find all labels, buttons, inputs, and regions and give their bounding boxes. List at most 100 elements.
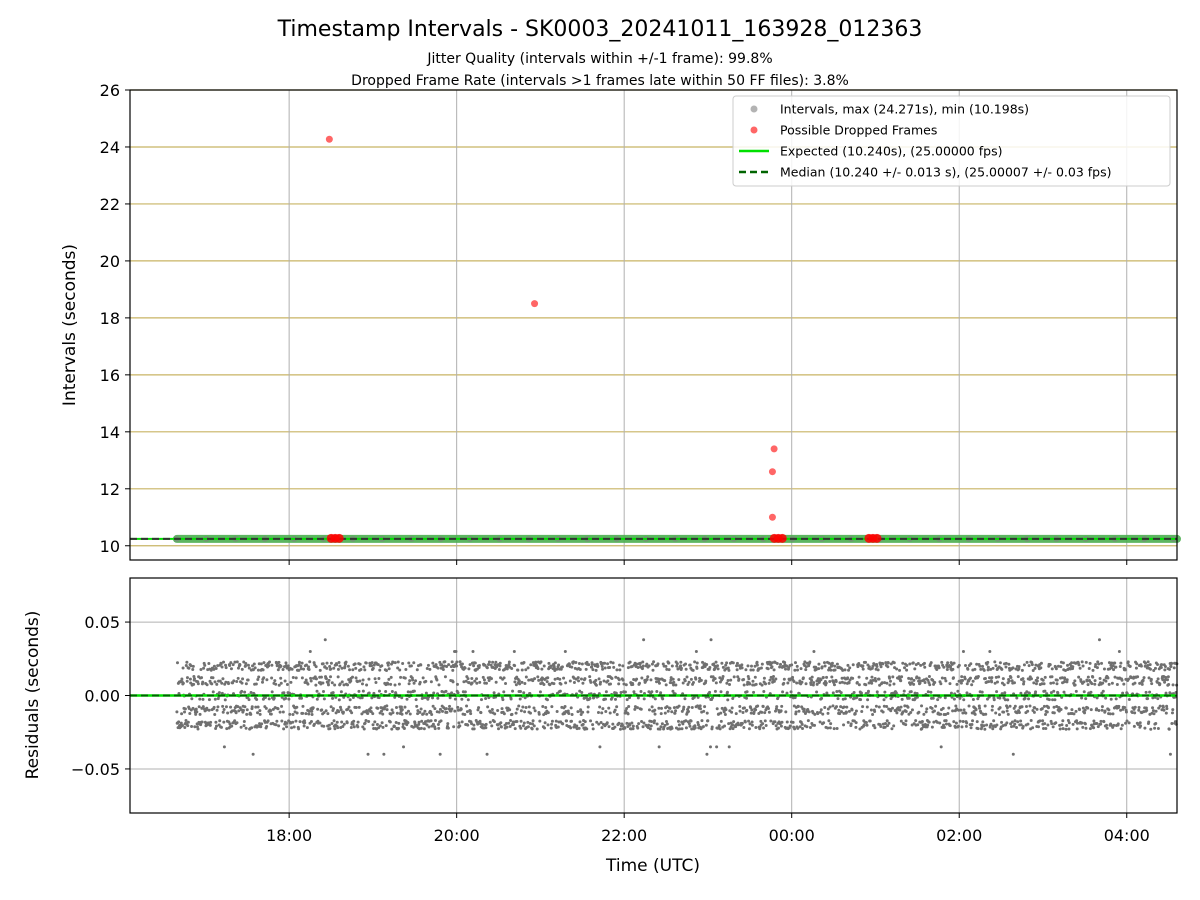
residual-point [1120,723,1124,727]
residual-point [831,704,835,708]
residual-point [637,722,641,726]
residual-point [252,662,256,666]
residual-point [1040,707,1044,711]
residual-point [554,719,558,723]
residual-point [489,677,493,681]
residual-point [884,661,888,665]
residual-point [617,678,621,682]
residual-point [615,668,619,672]
residual-point [886,665,890,669]
residual-point [582,696,586,700]
residual-point [425,666,429,670]
residual-point [219,662,223,666]
residual-point [333,683,337,687]
residual-point [518,689,522,693]
residual-point [249,690,253,694]
residual-point [874,679,878,683]
residual-point [958,719,962,723]
residual-point [843,668,847,672]
residual-point [807,710,811,714]
residual-point [779,662,783,666]
residual-point [847,668,851,672]
residual-point [295,705,299,709]
residual-point [613,725,617,729]
residual-point [734,712,738,716]
residual-point [376,663,380,667]
residual-point [679,664,683,668]
residual-point [861,664,865,668]
residual-point [1159,666,1163,670]
residual-point [563,649,567,653]
residual-point [1107,682,1111,686]
residual-point [509,719,513,723]
residual-point [784,667,788,671]
residual-point [638,661,642,665]
residual-point [339,690,343,694]
residual-point [1141,678,1145,682]
residual-point [600,665,604,669]
residual-point [385,669,389,673]
residual-point [1146,663,1150,667]
residual-point [219,725,223,729]
residual-point [277,683,281,687]
x-tick-label: 02:00 [936,826,982,845]
residual-point [225,727,229,731]
residual-point [234,711,238,715]
residual-point [708,665,712,669]
residual-point [460,720,464,724]
residual-point [544,705,548,709]
residual-point [513,680,517,684]
residual-point [929,661,933,665]
residual-point [484,696,488,700]
residual-point [608,682,612,686]
residual-point [441,709,445,713]
residual-point [905,663,909,667]
residual-point [768,678,772,682]
residual-point [322,724,326,728]
residual-point [774,707,778,711]
residual-point [469,712,473,716]
residual-point [479,711,483,715]
residual-point [339,708,343,712]
residual-point [990,680,994,684]
residual-point [308,660,312,664]
residual-point [255,697,259,701]
residual-point [326,712,330,716]
residual-point [814,667,818,671]
residual-point [205,706,209,710]
residual-point [254,705,258,709]
residual-point [397,726,401,730]
residual-point [361,689,365,693]
residual-point [881,710,885,714]
residual-point [244,661,248,665]
residual-point [752,710,756,714]
residual-point [847,709,851,713]
residual-point [353,662,357,666]
residual-point [200,720,204,724]
residual-point [883,721,887,725]
residual-point [841,668,845,672]
residual-point [419,726,423,730]
residual-point [285,725,289,729]
residual-point [555,710,559,714]
residual-point [364,661,368,665]
residual-point [613,708,617,712]
residual-point [265,678,269,682]
residual-point [1071,722,1075,726]
residual-point [873,677,877,681]
residual-point [473,679,477,683]
residual-point [742,706,746,710]
residual-point [745,696,749,700]
residual-point [218,719,222,723]
residual-point [429,680,433,684]
residual-point [883,725,887,729]
residual-point [677,723,681,727]
residual-point [724,708,728,712]
residual-point [663,711,667,715]
residual-point [604,690,608,694]
residual-point [390,727,394,731]
residual-point [1143,664,1147,668]
residual-point [239,725,243,729]
residual-point [723,713,727,717]
residual-point [190,697,194,701]
